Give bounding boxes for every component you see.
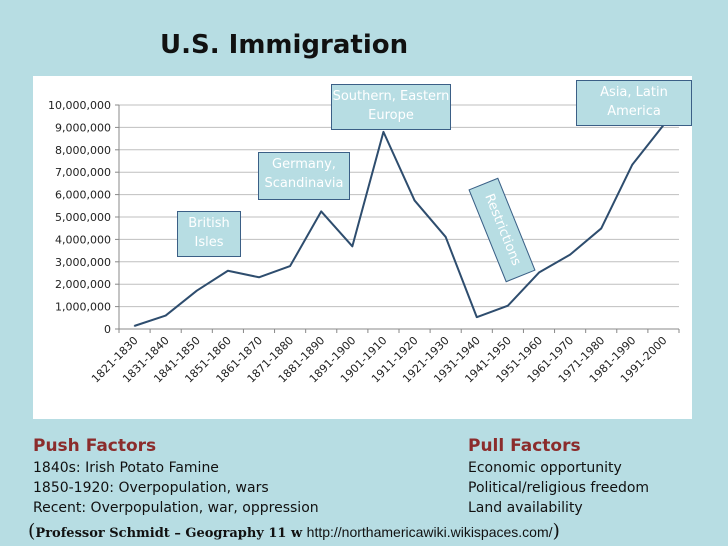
annotation-text: Germany, Scandinavia <box>264 157 344 191</box>
push-factor-line: 1840s: Irish Potato Famine <box>33 460 219 476</box>
data-point <box>538 271 540 274</box>
pull-factor-line: Land availability <box>468 500 583 516</box>
immigration-line-chart: 0 1,000,000 2,000,000 3,000,000 4,000,000 5,0… <box>48 99 680 386</box>
data-point <box>195 289 198 292</box>
y-tick-label: 10,000,000 <box>48 99 111 112</box>
professor-credit: Professor Schmidt – Geography 11 w <box>35 526 303 541</box>
data-point <box>475 316 478 318</box>
data-point <box>413 199 416 202</box>
annotation-text: Asia, Latin America <box>600 85 668 119</box>
y-tick-label: 8,000,000 <box>55 144 111 157</box>
data-point <box>227 269 229 272</box>
pull-factor-line: Political/religious freedom <box>468 480 650 496</box>
push-factor-line: 1850-1920: Overpopulation, wars <box>33 480 269 496</box>
pull-factor-line: Economic opportunity <box>468 460 622 476</box>
annotation-text: Southern, Eastern Europe <box>332 89 450 123</box>
data-point <box>258 276 260 279</box>
data-point <box>444 236 447 238</box>
y-tick-label: 4,000,000 <box>55 233 111 246</box>
open-paren: ( <box>28 520 36 542</box>
data-point <box>133 325 136 327</box>
y-tick-label: 5,000,000 <box>55 211 111 224</box>
pull-factors-heading: Pull Factors <box>468 436 581 456</box>
y-tick-label: 9,000,000 <box>55 121 111 134</box>
annotation-southern-eastern-europe: Southern, Eastern Europe <box>331 84 451 130</box>
push-factor-line: Recent: Overpopulation, war, oppression <box>33 500 319 516</box>
data-point <box>289 265 291 267</box>
data-point <box>569 253 571 256</box>
annotation-text: British Isles <box>188 216 230 250</box>
data-point <box>631 163 634 166</box>
pull-factors: Pull Factors Economic opportunity Politi… <box>468 434 649 518</box>
source-link[interactable]: http://northamericawiki.wikispaces.com/ <box>306 524 553 540</box>
data-point <box>507 304 509 307</box>
data-point <box>320 210 323 213</box>
data-point <box>600 227 603 230</box>
chart-panel: 0 1,000,000 2,000,000 3,000,000 4,000,000 5,0… <box>33 76 692 419</box>
chart-title: U.S. Immigration <box>160 30 409 60</box>
close-paren: ) <box>552 520 560 542</box>
data-point <box>164 314 167 317</box>
y-tick-label: 3,000,000 <box>55 256 111 269</box>
source-credit: (Professor Schmidt – Geography 11 w http… <box>28 520 560 542</box>
data-point <box>351 245 354 248</box>
y-tick-label: 7,000,000 <box>55 166 111 179</box>
annotation-british-isles: British Isles <box>177 211 241 257</box>
push-factors: Push Factors 1840s: Irish Potato Famine … <box>33 434 319 518</box>
y-tick-label: 1,000,000 <box>55 301 111 314</box>
y-tick-label: 6,000,000 <box>55 189 111 202</box>
push-factors-heading: Push Factors <box>33 436 157 456</box>
y-tick-label: 0 <box>104 323 111 336</box>
y-tick-label: 2,000,000 <box>55 278 111 291</box>
annotation-asia-latin-america: Asia, Latin America <box>576 80 692 126</box>
immigration-series-line <box>134 124 665 327</box>
data-point <box>382 131 385 133</box>
annotation-germany-scandinavia: Germany, Scandinavia <box>258 152 350 200</box>
